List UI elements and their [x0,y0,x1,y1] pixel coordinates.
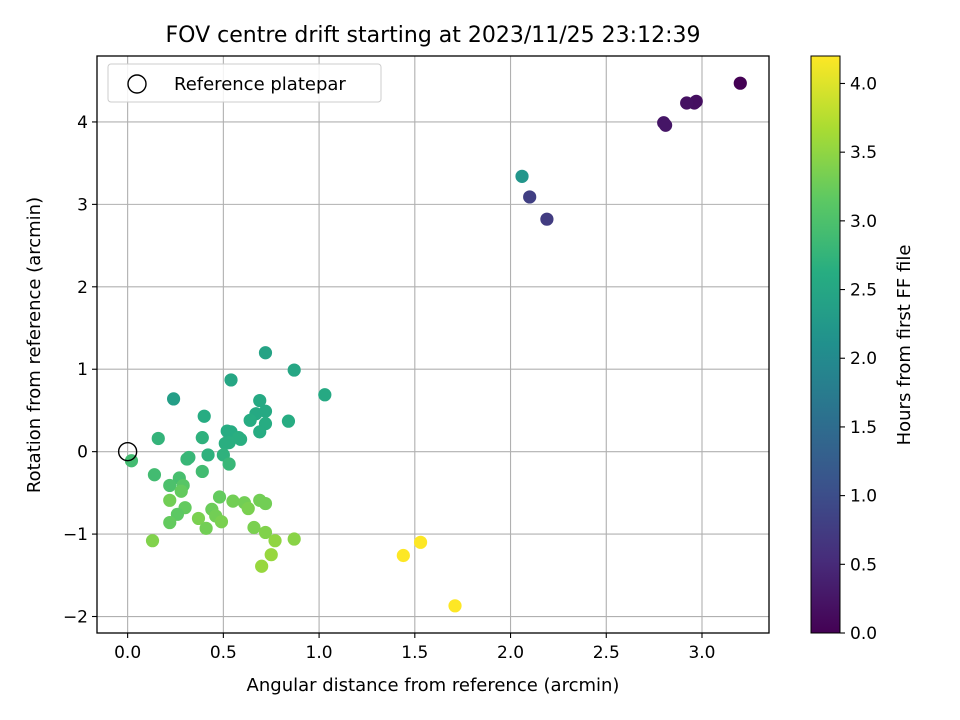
data-point [166,392,181,406]
data-point [523,190,537,204]
y-tick-label: 4 [77,113,88,133]
colorbar-tick-label: 2.0 [850,349,877,369]
colorbar-tick-label: 4.0 [850,74,877,94]
colorbar-label: Hours from first FF file [894,245,915,446]
colorbar [810,55,841,634]
y-axis-label: Rotation from reference (arcmin) [24,197,45,493]
data-point [191,511,206,526]
legend-entry-reference: Reference platepar [174,74,346,95]
x-tick-label: 3.0 [688,643,715,663]
data-point [151,431,165,446]
data-point [448,599,462,613]
colorbar-tick-label: 3.5 [850,143,877,163]
y-tick-label: 3 [77,195,88,215]
data-point [247,520,261,535]
x-axis-label: Angular distance from reference (arcmin) [247,675,620,696]
plot-frame [96,55,770,634]
data-point [255,559,269,573]
reference-platepar-point [117,441,138,462]
data-point [180,452,194,466]
y-tick-label: −1 [63,525,88,545]
chart-title: FOV centre drift starting at 2023/11/25 … [166,23,701,48]
scatter-points [124,76,747,613]
data-point [195,431,209,445]
x-tick-label: 0.5 [210,643,237,663]
data-point [214,515,229,529]
legend-box [107,63,382,103]
data-point [145,534,160,548]
data-point [243,413,257,427]
colorbar-tick-label: 1.5 [850,418,877,438]
data-point [197,409,211,423]
data-point [201,448,215,462]
data-point [222,457,236,471]
data-point [241,501,255,516]
data-point [264,548,278,562]
x-tick-label: 2.0 [497,643,524,663]
data-point [174,484,188,498]
y-tick-label: −2 [63,608,88,628]
x-axis-ticks: 0.0 0.5 1.0 1.5 2.0 2.5 3.0 [114,633,716,663]
x-tick-label: 2.5 [593,643,620,663]
data-point [258,525,273,540]
colorbar-tick-label: 2.5 [850,281,877,301]
grid-lines [97,56,769,633]
data-point [224,373,238,387]
data-point [258,346,273,360]
colorbar-tick-label: 0.5 [850,555,877,575]
y-tick-label: 0 [77,443,88,463]
y-tick-label: 2 [77,278,88,298]
data-point [515,169,529,183]
data-point [287,532,301,546]
data-point [318,388,332,402]
y-tick-label: 1 [77,360,88,380]
legend: Reference platepar [107,63,382,103]
data-point [218,436,232,451]
colorbar-tick-label: 1.0 [850,487,877,507]
data-point [396,548,410,563]
data-point [163,515,177,530]
data-point [195,464,209,479]
data-point [659,118,673,132]
data-point [733,76,747,90]
colorbar-ticks: 0.0 0.5 1.0 1.5 2.0 2.5 3.0 3.5 4.0 [840,74,877,644]
data-point [268,534,282,548]
data-point [413,535,428,549]
data-point [258,496,273,511]
data-point [287,363,301,377]
x-tick-label: 1.0 [306,643,333,663]
reference-marker-icon [127,74,147,94]
data-point [253,393,267,408]
data-point [212,490,227,504]
colorbar-tick-label: 3.0 [850,212,877,232]
data-point [163,493,177,507]
data-point [163,478,177,493]
colorbar-tick-label: 0.0 [850,624,877,644]
data-point [680,96,694,110]
data-point [226,494,240,508]
data-point [540,212,554,226]
data-point [233,432,248,446]
x-tick-label: 1.5 [401,643,428,663]
data-point [147,468,162,482]
y-axis-ticks: −2 −1 0 1 2 3 4 [63,113,97,628]
data-point [253,425,267,439]
data-point [199,521,213,535]
x-tick-label: 0.0 [114,643,141,663]
data-point [281,414,296,428]
